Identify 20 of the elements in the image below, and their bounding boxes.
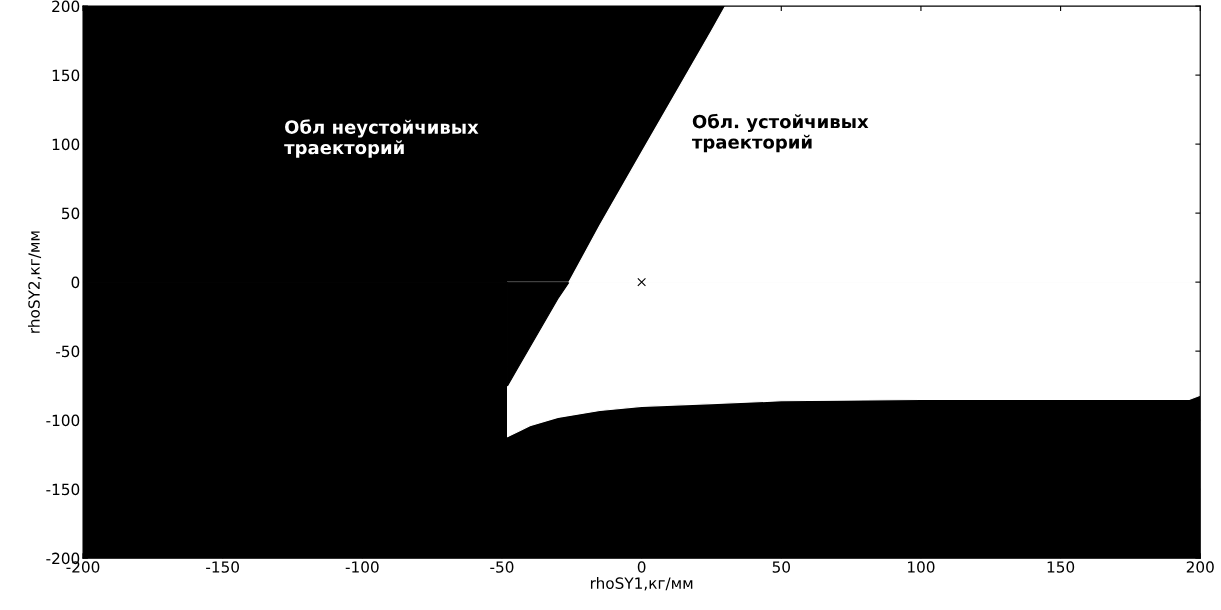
annotation: Обл. устойчивых траекторий	[691, 113, 869, 153]
x-tick-label: 0	[637, 561, 646, 573]
x-tick-label: 50	[772, 561, 790, 573]
x-axis-title: rhoSY1,кг/мм	[590, 577, 693, 591]
y-axis-title: rhoSY2,кг/мм	[28, 231, 42, 333]
x-tick-label: 200	[1186, 561, 1214, 573]
x-tick-label: -50	[490, 561, 514, 573]
y-tick-label: -100	[46, 414, 80, 427]
y-tick-label: 0	[71, 276, 80, 289]
x-tick-label: 100	[908, 561, 935, 573]
y-tick-label: 200	[52, 0, 80, 13]
x-tick-label: 150	[1047, 561, 1075, 573]
x-tick-label: -150	[206, 561, 239, 573]
x-tick-label: -100	[345, 561, 379, 573]
y-tick-label: -50	[56, 345, 80, 358]
annotation: Обл неустойчивых траекторий	[284, 119, 479, 158]
y-tick-label: 100	[52, 138, 80, 151]
y-tick-label: 50	[61, 207, 80, 220]
y-tick-label: 150	[52, 69, 80, 82]
y-tick-label: -150	[46, 483, 80, 496]
